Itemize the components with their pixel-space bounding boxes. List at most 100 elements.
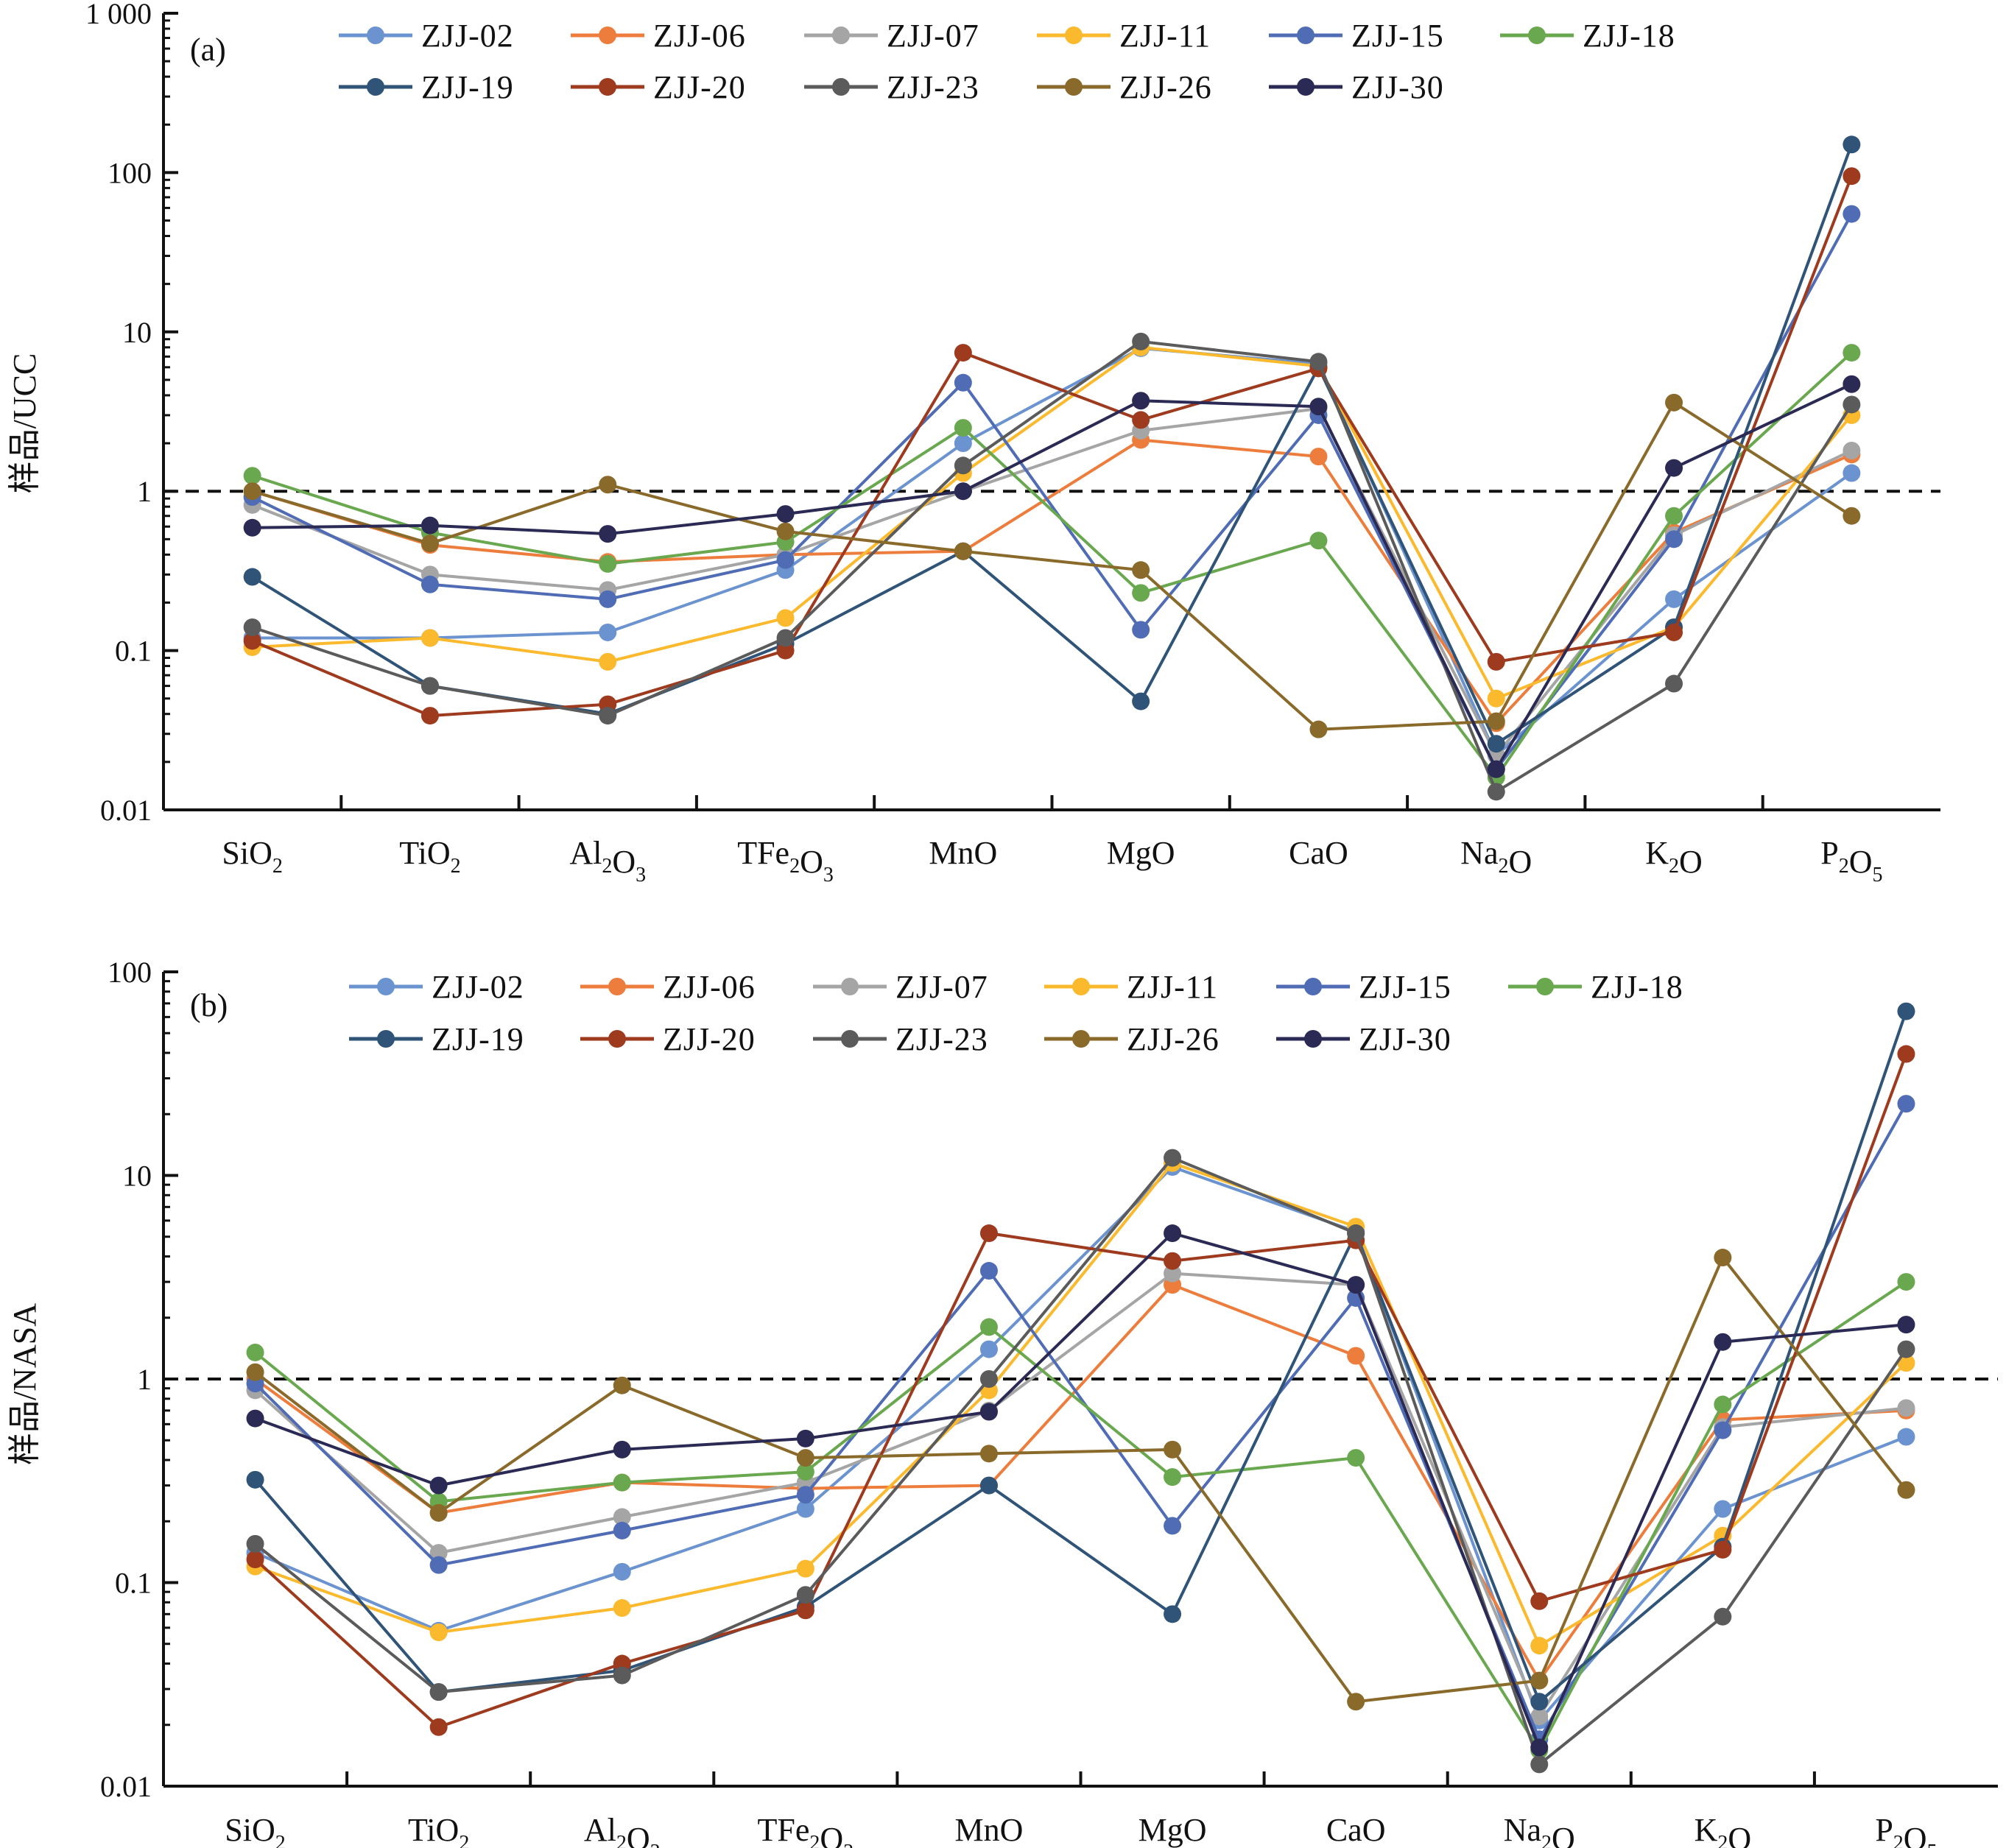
data-point xyxy=(1665,530,1683,549)
data-point xyxy=(979,1403,998,1421)
data-point xyxy=(776,609,795,627)
data-point xyxy=(1530,1738,1549,1757)
data-point xyxy=(796,1463,814,1481)
data-point xyxy=(246,1534,264,1553)
series-line xyxy=(252,401,1853,731)
data-point xyxy=(1164,1264,1182,1283)
data-point xyxy=(1132,621,1150,639)
data-point xyxy=(429,1544,448,1562)
legend-label: ZJJ-30 xyxy=(1351,69,1444,105)
data-point xyxy=(1487,735,1505,753)
legend-item: ZJJ-02 xyxy=(349,969,524,1005)
series-ZJJ-06 xyxy=(246,1276,1915,1690)
data-point xyxy=(796,1486,814,1504)
series-line xyxy=(254,1156,1908,1766)
legend-label: ZJJ-20 xyxy=(663,1021,756,1057)
x-tick-label: P2O5 xyxy=(1875,1812,1937,1848)
series-ZJJ-23 xyxy=(243,332,1861,801)
panel-label: (b) xyxy=(190,987,228,1023)
data-point xyxy=(979,1476,998,1495)
x-tick-label: MnO xyxy=(954,1812,1023,1848)
data-point xyxy=(613,1440,631,1459)
x-tick-label: Na2O xyxy=(1504,1812,1575,1848)
y-axis-label: 样品/UCC xyxy=(7,353,43,494)
data-point xyxy=(1665,393,1683,412)
series-ZJJ-06 xyxy=(243,431,1861,733)
data-point xyxy=(243,632,261,650)
data-point xyxy=(429,1623,448,1642)
data-point xyxy=(429,1683,448,1701)
data-point xyxy=(776,641,795,660)
legend-label: ZJJ-23 xyxy=(895,1021,988,1057)
data-point xyxy=(429,1476,448,1495)
series-ZJJ-19 xyxy=(243,135,1861,753)
chart-panel-b: 0.01 0.1 1 10 100 SiO2 TiO2 Al2O3 TFe2O3 MnO MgO Ca… xyxy=(7,956,1998,1848)
series-ZJJ-30 xyxy=(243,375,1861,778)
series-line xyxy=(254,1280,1907,1752)
legend-marker xyxy=(1072,978,1090,995)
data-point xyxy=(1164,1468,1182,1486)
y-tick-label: 1 xyxy=(137,475,152,508)
data-point xyxy=(613,1473,631,1492)
x-tick-label: MgO xyxy=(1107,835,1175,871)
data-point xyxy=(1665,674,1683,693)
data-point xyxy=(1665,623,1683,641)
legend-marker xyxy=(1304,978,1322,995)
data-point xyxy=(979,1318,998,1336)
data-point xyxy=(954,482,972,501)
y-tick-label: 1 xyxy=(137,1363,152,1396)
data-point xyxy=(1164,1252,1182,1270)
data-point xyxy=(796,1449,814,1467)
data-point xyxy=(1897,1399,1915,1417)
series-line xyxy=(252,345,1853,700)
legend-marker xyxy=(1536,978,1554,995)
legend-marker xyxy=(608,978,626,995)
series-line xyxy=(254,1161,1907,1648)
legend-marker xyxy=(841,978,859,995)
data-point xyxy=(613,1666,631,1685)
x-tick-label: TiO2 xyxy=(408,1812,469,1848)
legend-label: ZJJ-07 xyxy=(895,969,988,1005)
series-ZJJ-19 xyxy=(246,1002,1915,1711)
data-point xyxy=(1309,532,1328,550)
legend-item: ZJJ-06 xyxy=(571,18,745,54)
series-line xyxy=(254,1053,1908,1729)
data-point xyxy=(1309,448,1328,466)
data-point xyxy=(954,373,972,392)
data-point xyxy=(776,522,795,540)
data-point xyxy=(1309,353,1328,371)
chart-panel-a: 0.01 0.1 1 10 100 1 000 SiO2 TiO2 Al2O3 TFe2O3 MnO… xyxy=(7,0,1940,886)
legend-label: ZJJ-11 xyxy=(1119,18,1211,54)
data-point xyxy=(1164,1149,1182,1167)
series-ZJJ-15 xyxy=(246,1095,1915,1749)
data-point xyxy=(1347,1276,1365,1294)
legend-item: ZJJ-15 xyxy=(1269,18,1443,54)
legend-marker xyxy=(832,27,850,44)
data-point xyxy=(420,516,439,535)
data-point xyxy=(979,1445,998,1463)
legend-item: ZJJ-19 xyxy=(349,1021,524,1057)
legend-item: ZJJ-07 xyxy=(804,18,979,54)
panel-label: (a) xyxy=(190,32,226,68)
data-point xyxy=(1164,1440,1182,1459)
data-point xyxy=(1487,689,1505,708)
data-point xyxy=(979,1262,998,1280)
data-point xyxy=(1714,1333,1732,1351)
data-point xyxy=(1132,411,1150,429)
data-point xyxy=(1843,507,1861,525)
x-tick-label: SiO2 xyxy=(225,1812,285,1848)
data-point xyxy=(1897,1481,1915,1499)
x-tick-label: Na2O xyxy=(1460,835,1532,880)
legend-marker xyxy=(1297,27,1315,44)
data-point xyxy=(1347,1449,1365,1467)
y-tick-label: 100 xyxy=(108,956,152,989)
data-point xyxy=(1132,584,1150,602)
series-line xyxy=(251,339,1853,794)
x-tick-label: K2O xyxy=(1645,835,1703,880)
data-point xyxy=(776,629,795,647)
data-point xyxy=(246,1363,264,1381)
data-point xyxy=(1665,590,1683,608)
series-line xyxy=(251,213,1854,771)
data-point xyxy=(243,482,261,501)
legend-item: ZJJ-20 xyxy=(580,1021,756,1057)
